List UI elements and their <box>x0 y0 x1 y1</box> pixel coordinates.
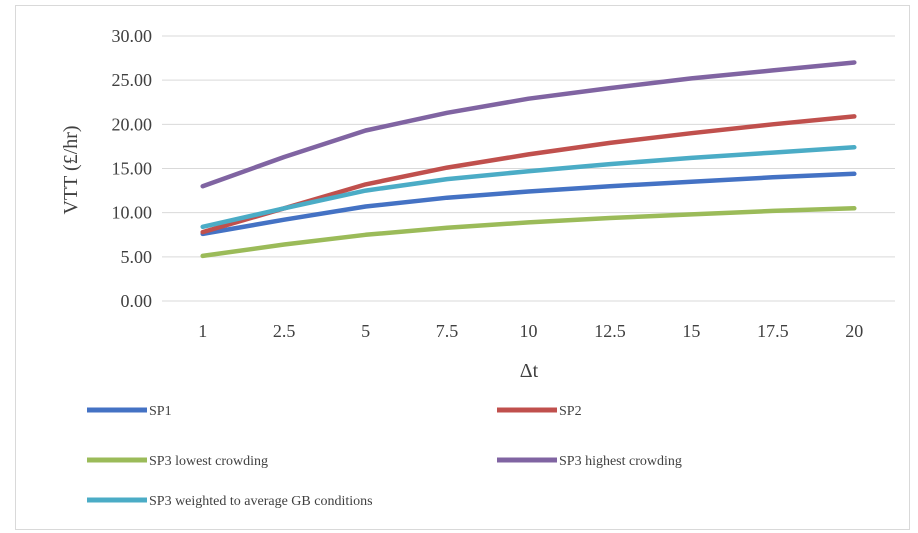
legend-label-2: SP3 lowest crowding <box>149 454 268 469</box>
series-line-4 <box>200 145 857 230</box>
series-line-2 <box>200 206 857 259</box>
legend-label-4: SP3 weighted to average GB conditions <box>149 494 373 509</box>
y-tick-label: 20.00 <box>112 114 153 134</box>
chart-frame <box>15 5 910 530</box>
x-tick-label: 12.5 <box>594 321 626 341</box>
x-axis-title: Δt <box>520 360 539 382</box>
y-tick-label: 25.00 <box>112 70 153 90</box>
y-tick-label: 30.00 <box>112 26 153 46</box>
y-tick-label: 5.00 <box>121 247 153 267</box>
x-tick-label: 15 <box>682 321 700 341</box>
legend-label-0: SP1 <box>149 404 172 419</box>
legend-label-3: SP3 highest crowding <box>559 454 682 469</box>
y-tick-label: 0.00 <box>121 291 153 311</box>
legend-label-1: SP2 <box>559 404 582 419</box>
x-tick-label: 17.5 <box>757 321 789 341</box>
x-tick-label: 7.5 <box>436 321 459 341</box>
y-tick-label: 15.00 <box>112 159 153 179</box>
x-tick-label: 2.5 <box>273 321 296 341</box>
x-tick-label: 10 <box>520 321 538 341</box>
x-tick-label: 20 <box>845 321 863 341</box>
x-tick-label: 5 <box>361 321 370 341</box>
x-tick-label: 1 <box>198 321 207 341</box>
y-axis-title: VTT (£/hr) <box>60 125 82 214</box>
series-line-3 <box>200 60 857 189</box>
series-line-0 <box>200 171 857 237</box>
series-line-1 <box>200 114 857 235</box>
y-tick-label: 10.00 <box>112 203 153 223</box>
